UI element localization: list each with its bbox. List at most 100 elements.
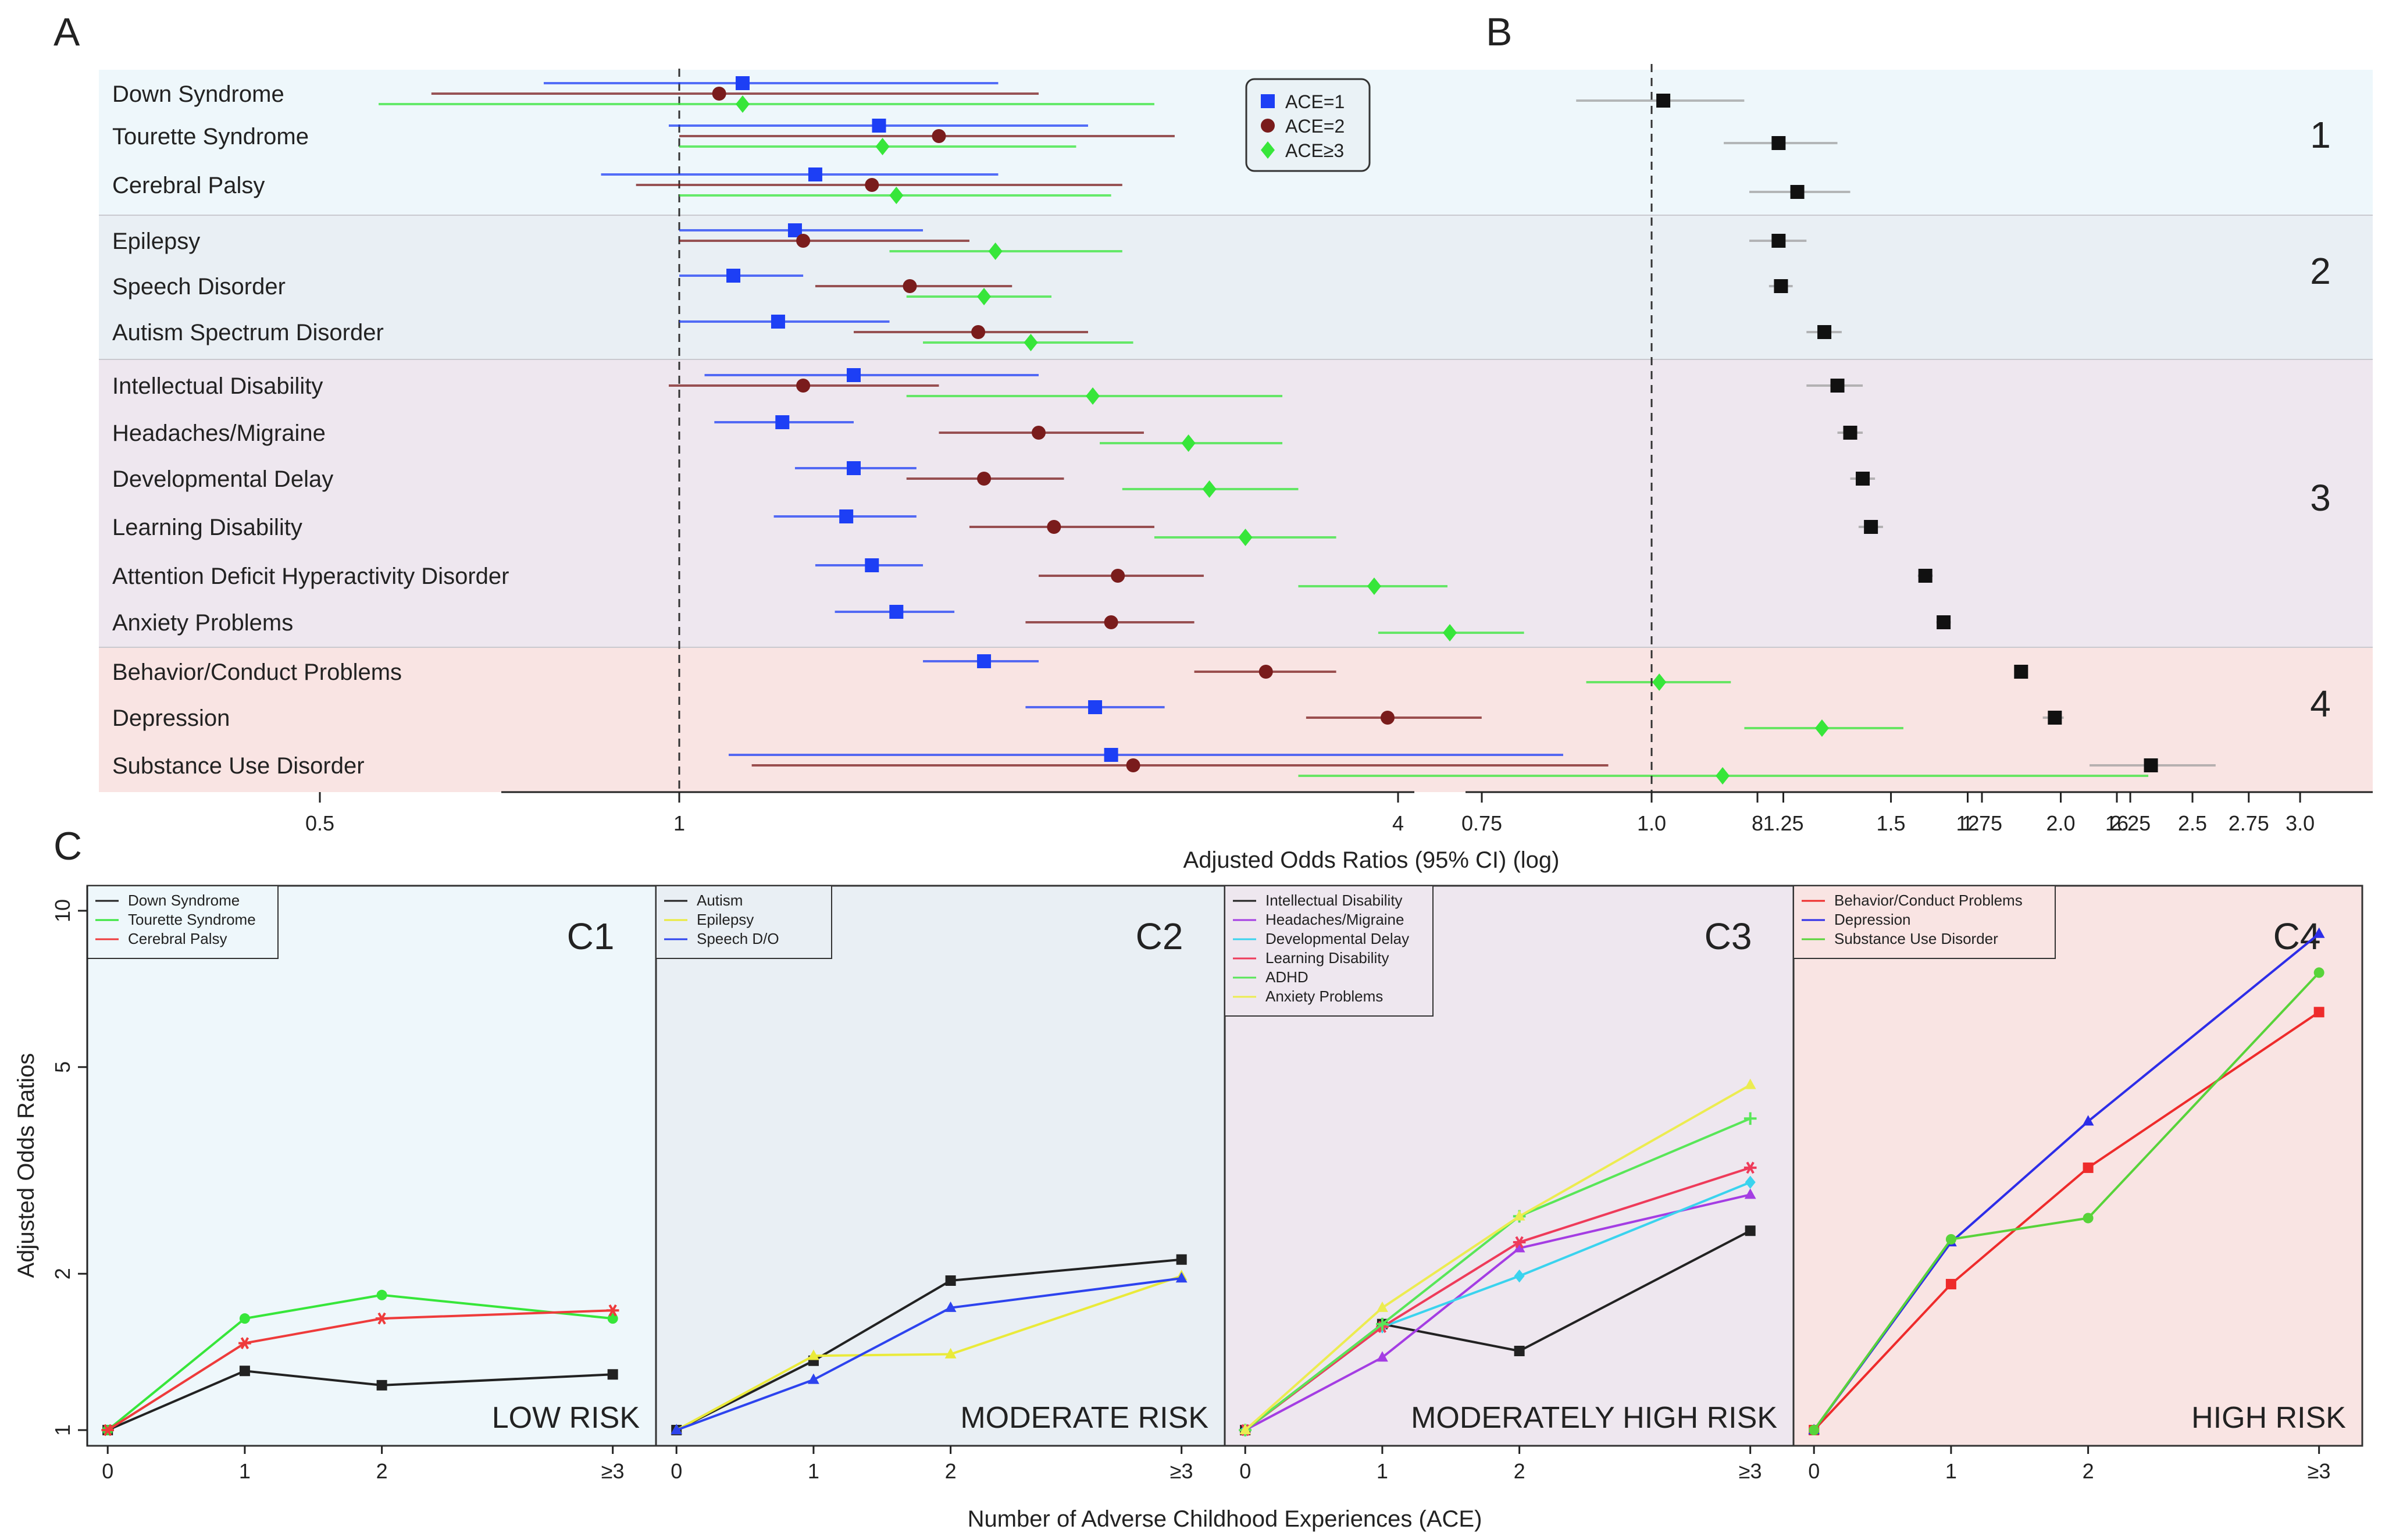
row-label-tourette-syndrome: Tourette Syndrome [112, 124, 309, 149]
data-point-speech-d-o-2 [944, 1301, 957, 1312]
panel-a: A Down Syndrome Tourette Syndrome Cerebral … [54, 10, 2373, 835]
legend-c3: Intellectual Disability Headaches/Migrain… [1224, 885, 1434, 1017]
legend-a: ACE=1 ACE=2 ACE≥3 [1245, 78, 1371, 172]
x-tick-label-c: 2 [945, 1459, 957, 1483]
data-point-depression-2 [2082, 1115, 2094, 1126]
legend-marker-ace-1 [1261, 94, 1275, 108]
row-label-intellectual-disability: Intellectual Disability [112, 373, 323, 399]
data-point-autism-2 [945, 1275, 956, 1286]
panel-c: C C1 LOW RISK 0 1 2 ≥3 Down Syndrome Tourette Sy… [13, 824, 2363, 1532]
series-line-speech-d-o [676, 1277, 1182, 1431]
estimate-marker-epilepsy-acege3 [988, 243, 1003, 260]
data-point-tourette-syndrome-2 [376, 1289, 387, 1300]
legend-marker-ace-2 [1261, 119, 1275, 133]
estimate-marker-developmental-delay-ace-1 [846, 461, 861, 475]
legend-box [655, 885, 832, 959]
data-point-anxiety-problems-ge3 [1744, 1078, 1756, 1089]
band-number-2: 2 [2310, 250, 2331, 292]
estimate-marker-speech-disorder-acege3 [977, 288, 992, 305]
data-point-behavior-conduct-problems-2 [2083, 1162, 2094, 1173]
series-line-down-syndrome [107, 1370, 613, 1431]
data-point-adhd-ge3 [1743, 1112, 1757, 1125]
data-point-epilepsy-2 [944, 1348, 957, 1359]
estimate-marker-b-speech-disorder [1774, 279, 1788, 293]
data-point-anxiety-problems-2 [1513, 1210, 1525, 1221]
data-point-anxiety-problems-1 [1377, 1301, 1388, 1312]
estimate-marker-learning-disability-ace-1 [839, 509, 854, 523]
data-point-intellectual-disability-ge3 [1745, 1225, 1756, 1236]
data-point-down-syndrome-ge3 [607, 1369, 618, 1380]
estimate-marker-b-headaches-migraine [1843, 426, 1857, 440]
row-label-autism-spectrum-disorder: Autism Spectrum Disorder [112, 320, 384, 345]
x-tick-label-b: 1.75 [1962, 811, 2002, 835]
estimate-marker-depression-ace-1 [1088, 700, 1103, 714]
estimate-marker-down-syndrome-acege3 [735, 95, 750, 113]
x-tick-label-c: 1 [1377, 1459, 1388, 1483]
band-number-4: 4 [2310, 683, 2331, 725]
subpanel-frame-c2 [655, 885, 1226, 1447]
estimate-marker-b-intellectual-disability [1830, 379, 1845, 393]
x-tick-label-c: ≥3 [1170, 1459, 1193, 1483]
data-point-tourette-syndrome-1 [239, 1313, 250, 1324]
x-tick-label-b: 1.0 [1637, 811, 1666, 835]
row-label-headaches-migraine: Headaches/Migraine [112, 420, 326, 446]
x-tick-label-b: 1.5 [1877, 811, 1906, 835]
data-point-headaches-migraine-2 [1513, 1242, 1525, 1253]
estimate-marker-b-learning-disability [1864, 520, 1878, 534]
data-point-behavior-conduct-problems-1 [1945, 1279, 1956, 1290]
legend-c1: Down Syndrome Tourette Syndrome Cerebral P… [87, 885, 279, 959]
estimate-marker-behavior-conduct-problems-acege3 [1652, 673, 1667, 691]
row-label-speech-disorder: Speech Disorder [112, 274, 286, 300]
legend-label-anxiety-problems: Anxiety Problems [1265, 988, 1383, 1005]
estimate-marker-attention-deficit-hyperactivity-disorder-acege3 [1367, 578, 1381, 595]
row-label-anxiety-problems: Anxiety Problems [112, 610, 293, 636]
estimate-marker-epilepsy-ace-2 [796, 234, 811, 248]
risk-label-low-risk: LOW RISK [492, 1401, 640, 1435]
data-point-adhd-1 [1376, 1317, 1389, 1331]
estimate-marker-headaches-migraine-ace-2 [1032, 426, 1046, 440]
panel-b: B 0.75 1.0 1.25 1.5 1.75 2.0 2.25 2.5 2.75 3.0 Adju… [1183, 10, 2373, 873]
y-axis-title-c: Adjusted Odds Ratios [13, 1053, 39, 1278]
estimate-marker-substance-use-disorder-acege3 [1716, 767, 1730, 785]
data-point-autism-ge3 [1176, 1254, 1187, 1265]
estimate-marker-cerebral-palsy-ace-2 [865, 178, 879, 192]
x-tick-label-c: 1 [808, 1459, 819, 1483]
series-line-anxiety-problems [1244, 1083, 1751, 1431]
x-tick-label-a: 12 [1956, 811, 1979, 835]
estimate-marker-b-developmental-delay [1856, 472, 1870, 486]
data-point-substance-use-disorder-1 [1945, 1234, 1956, 1245]
estimate-marker-attention-deficit-hyperactivity-disorder-ace-2 [1111, 569, 1125, 583]
estimate-marker-autism-spectrum-disorder-ace-1 [771, 315, 785, 329]
estimate-marker-b-cerebral-palsy [1790, 185, 1805, 199]
panel-letter-c: C [54, 824, 82, 868]
x-tick-label-a: 8 [1752, 811, 1763, 835]
estimate-marker-b-attention-deficit-hyperactivity-disorder [1918, 569, 1933, 583]
x-tick-label-a: 1 [673, 811, 685, 835]
row-label-substance-use-disorder: Substance Use Disorder [112, 753, 365, 779]
estimate-marker-autism-spectrum-disorder-ace-2 [971, 325, 986, 339]
x-tick-label-c: 2 [376, 1459, 388, 1483]
subpanel-c3: C3 MODERATELY HIGH RISK 0 1 2 ≥3 Intellectual … [1224, 885, 1795, 1483]
data-point-cerebral-palsy-ge3 [606, 1304, 619, 1317]
legend-c4: Behavior/Conduct Problems Depression Subst… [1793, 885, 2056, 959]
row-label-behavior-conduct-problems: Behavior/Conduct Problems [112, 660, 402, 685]
estimate-marker-learning-disability-ace-2 [1047, 520, 1061, 534]
estimate-marker-b-tourette-syndrome [1771, 136, 1786, 150]
estimate-marker-intellectual-disability-ace-1 [846, 368, 861, 382]
data-point-speech-d-o-1 [808, 1373, 819, 1384]
estimate-marker-tourette-syndrome-acege3 [875, 138, 890, 155]
x-tick-label-b: 2.25 [2110, 811, 2151, 835]
data-point-developmental-delay-ge3 [1745, 1175, 1756, 1189]
estimate-marker-b-down-syndrome [1656, 94, 1671, 108]
y-tick-label-c: 2 [51, 1268, 74, 1279]
estimate-marker-headaches-migraine-acege3 [1181, 434, 1196, 452]
estimate-marker-learning-disability-acege3 [1238, 529, 1253, 546]
legend-marker-acege3 [1261, 141, 1275, 159]
x-tick-label-c: ≥3 [2308, 1459, 2331, 1483]
data-point-down-syndrome-2 [376, 1379, 387, 1391]
legend-box [87, 885, 279, 959]
risk-label-high-risk: HIGH RISK [2191, 1401, 2346, 1435]
estimate-marker-substance-use-disorder-ace-2 [1126, 758, 1140, 772]
data-point-cerebral-palsy-0 [101, 1424, 115, 1436]
